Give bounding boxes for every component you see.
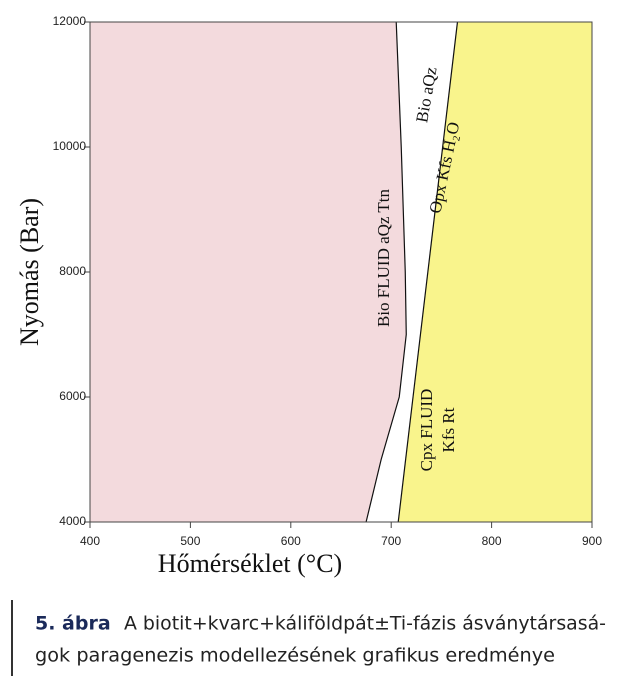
region: [398, 22, 592, 522]
plot: 400 500 600 700 800 900 4000 6000 8000 10000 12000…: [53, 14, 603, 548]
caption-label: 5. ábra: [35, 613, 111, 635]
phase-boundary: [365, 21, 407, 523]
region: [90, 22, 407, 522]
caption-text: A biotit+kvarc+káliföldpát±Ti-fázis ásvá…: [124, 613, 606, 635]
x-axis-label: Hőmérséklet (°C): [158, 549, 342, 578]
y-tick-label: 10000: [53, 139, 87, 153]
region-label: Kfs Rt: [439, 407, 458, 452]
x-tick-label: 500: [180, 534, 200, 548]
caption-text: gok paragenezis modellezésének grafikus …: [35, 645, 555, 667]
x-tick-label: 400: [80, 534, 100, 548]
x-tick-label: 600: [281, 534, 301, 548]
x-tick-label: 900: [582, 534, 602, 548]
region-label: Cpx FLUID: [417, 389, 436, 472]
y-axis-label: Nyomás (Bar): [15, 198, 44, 346]
x-tick-label: 800: [482, 534, 502, 548]
y-tick-label: 12000: [53, 14, 87, 28]
x-tick-label: 700: [381, 534, 401, 548]
y-tick-label: 4000: [59, 514, 86, 528]
region: [366, 22, 458, 522]
region-label: Bio FLUID aQz Ttn: [374, 188, 393, 327]
y-tick-label: 8000: [59, 264, 86, 278]
phase-boundary: [397, 21, 459, 523]
y-tick-label: 6000: [59, 389, 86, 403]
